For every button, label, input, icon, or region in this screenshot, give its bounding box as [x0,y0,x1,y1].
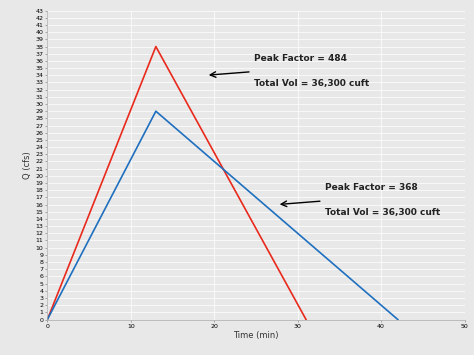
Text: Peak Factor = 368: Peak Factor = 368 [325,184,418,192]
Text: Total Vol = 36,300 cuft: Total Vol = 36,300 cuft [325,208,440,217]
X-axis label: Time (min): Time (min) [233,332,279,340]
Text: Peak Factor = 484: Peak Factor = 484 [254,54,347,63]
Y-axis label: Q (cfs): Q (cfs) [23,151,32,179]
Text: Total Vol = 36,300 cuft: Total Vol = 36,300 cuft [254,79,370,88]
